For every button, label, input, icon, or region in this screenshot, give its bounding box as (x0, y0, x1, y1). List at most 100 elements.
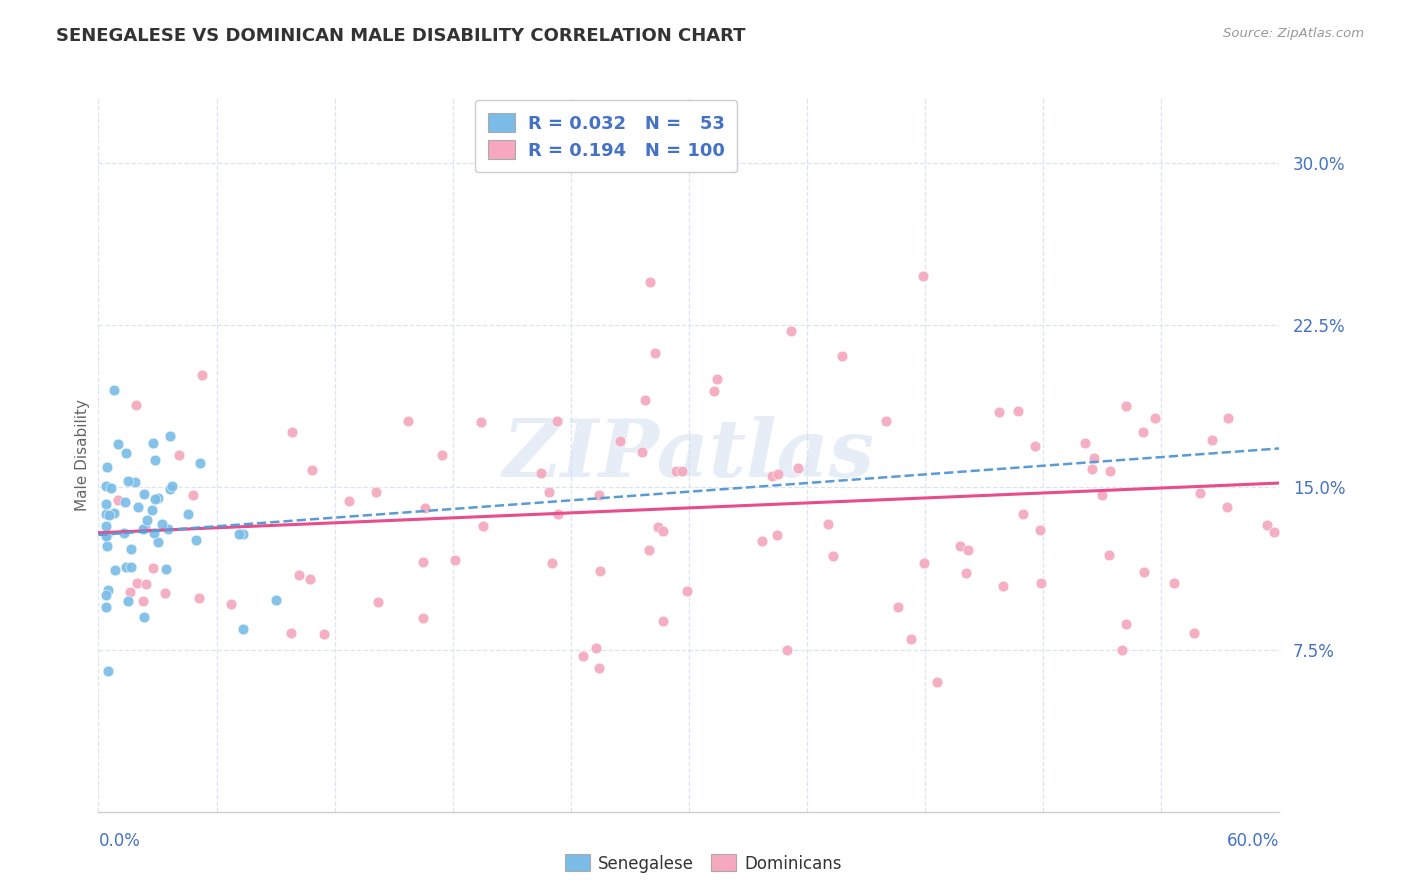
Point (706, 371, 728, 385)
Point (127, 500, 149, 515)
Point (949, 539, 972, 553)
Point (298, 572, 321, 586)
Point (675, 584, 697, 599)
Point (132, 522, 155, 536)
Point (1029, 575, 1052, 590)
Point (96, 518, 118, 533)
Point (288, 568, 311, 582)
Point (588, 488, 610, 502)
Point (167, 448, 190, 462)
Point (652, 614, 675, 628)
Point (780, 324, 803, 338)
Point (1007, 404, 1029, 418)
Point (120, 542, 142, 557)
Point (831, 349, 853, 363)
Point (143, 492, 166, 507)
Point (188, 456, 211, 470)
Point (114, 560, 136, 574)
Point (988, 405, 1011, 419)
Point (585, 640, 607, 655)
Text: SENEGALESE VS DOMINICAN MALE DISABILITY CORRELATION CHART: SENEGALESE VS DOMINICAN MALE DISABILITY … (56, 27, 745, 45)
Point (761, 468, 783, 483)
Point (181, 488, 204, 502)
Point (396, 414, 419, 428)
Point (96, 508, 118, 522)
Point (671, 464, 693, 478)
Point (96, 497, 118, 511)
Point (1216, 500, 1239, 514)
Point (470, 415, 492, 429)
Point (114, 494, 136, 508)
Point (150, 517, 173, 532)
Text: 60.0%: 60.0% (1227, 831, 1279, 850)
Point (821, 549, 844, 564)
Point (96, 460, 118, 475)
Legend: R = 0.032   N =   53, R = 0.194   N = 100: R = 0.032 N = 53, R = 0.194 N = 100 (475, 100, 737, 172)
Point (1074, 436, 1097, 450)
Point (141, 503, 163, 517)
Point (232, 622, 254, 636)
Point (142, 435, 165, 450)
Point (634, 393, 657, 408)
Point (1189, 486, 1212, 500)
Point (609, 434, 631, 449)
Point (219, 597, 242, 611)
Point (1083, 450, 1105, 465)
Text: ZIPatlas: ZIPatlas (503, 417, 875, 493)
Point (1029, 523, 1052, 537)
Point (956, 543, 979, 558)
Point (367, 594, 389, 608)
Point (96, 528, 118, 542)
Point (118, 585, 141, 599)
Point (776, 642, 799, 657)
Point (1256, 517, 1278, 532)
Point (652, 524, 675, 538)
Point (153, 585, 176, 599)
Point (665, 464, 688, 478)
Point (136, 513, 159, 527)
Point (184, 533, 207, 547)
Point (751, 533, 773, 548)
Point (135, 576, 157, 591)
Point (96, 479, 118, 493)
Point (337, 494, 360, 508)
Point (875, 414, 897, 428)
Point (187, 591, 209, 605)
Point (98, 508, 121, 522)
Point (143, 453, 166, 467)
Point (124, 398, 146, 412)
Point (97, 583, 120, 598)
Point (281, 425, 304, 439)
Point (703, 384, 725, 399)
Point (100, 481, 122, 495)
Point (1133, 565, 1156, 579)
Point (280, 626, 302, 640)
Point (644, 346, 666, 360)
Point (412, 555, 434, 569)
Point (159, 482, 181, 496)
Point (157, 523, 180, 537)
Point (412, 610, 434, 624)
Point (546, 414, 568, 428)
Point (900, 632, 922, 647)
Point (647, 520, 669, 534)
Point (104, 563, 127, 577)
Point (142, 561, 165, 575)
Point (117, 594, 139, 608)
Point (786, 460, 808, 475)
Point (159, 428, 181, 442)
Point (96, 528, 118, 542)
Point (134, 610, 156, 624)
Point (912, 556, 935, 570)
Point (413, 501, 436, 516)
Point (127, 576, 149, 591)
Point (955, 566, 977, 580)
Legend: Senegalese, Dominicans: Senegalese, Dominicans (558, 847, 848, 880)
Point (530, 466, 553, 480)
Point (817, 516, 839, 531)
Point (631, 445, 654, 459)
Point (1144, 411, 1167, 425)
Point (588, 661, 610, 675)
Point (589, 564, 612, 578)
Point (264, 593, 287, 607)
